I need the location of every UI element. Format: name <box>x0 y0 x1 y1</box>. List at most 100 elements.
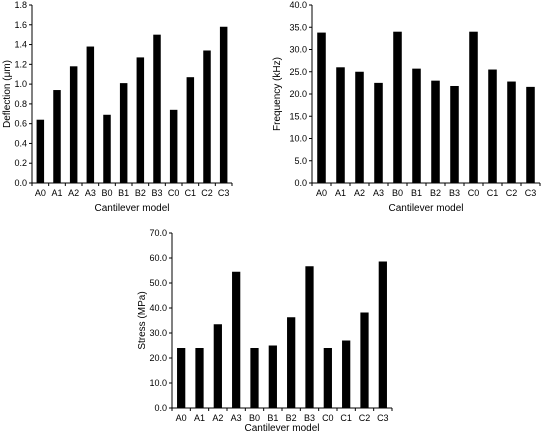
bar-a1 <box>53 90 61 183</box>
bar-c3 <box>526 86 535 183</box>
x-tick-label: C3 <box>377 413 389 423</box>
bar-c0 <box>469 31 478 184</box>
x-tick-label: B1 <box>118 188 129 198</box>
x-tick-label: B1 <box>267 413 278 423</box>
x-tick-label: A2 <box>354 188 365 198</box>
x-tick-label: B2 <box>135 188 146 198</box>
x-tick-label: A2 <box>68 188 79 198</box>
bar-c2 <box>360 312 369 408</box>
stress-chart: 0.0 10.0 20.0 30.0 40.0 50.0 60.0 70.0 A0 A1 A2 A3 B… <box>137 228 393 434</box>
y-tick-label: 40.0 <box>149 303 167 313</box>
bar-c2 <box>507 81 516 183</box>
x-tick-label: B0 <box>249 413 260 423</box>
bar-c1 <box>488 69 497 183</box>
bar-a0 <box>36 119 45 183</box>
bar-a2 <box>69 66 78 183</box>
x-tick-label: C3 <box>525 188 537 198</box>
bar-b3 <box>450 85 459 183</box>
y-tick-label: 0.0 <box>294 178 307 188</box>
x-tick-label: A2 <box>212 413 223 423</box>
x-tick-label: A0 <box>35 188 46 198</box>
bar-a3 <box>374 82 383 183</box>
y-tick-label: 10.0 <box>289 134 307 144</box>
bar-a0 <box>177 348 186 408</box>
y-tick-label: 0.0 <box>154 403 167 413</box>
x-tick-label: C2 <box>359 413 371 423</box>
bar-b1 <box>268 345 277 408</box>
bar-c1 <box>342 340 351 408</box>
bar-a1 <box>195 348 204 408</box>
bar-a2 <box>355 71 364 183</box>
y-tick-label: 0.2 <box>14 158 27 168</box>
bar-b3 <box>305 266 314 408</box>
y-tick-label: 1.2 <box>14 59 27 69</box>
y-tick-label: 1.4 <box>14 40 27 50</box>
bar-b1 <box>119 83 128 183</box>
y-axis-title: Stress (MPa) <box>137 291 148 349</box>
x-tick-label: A3 <box>373 188 384 198</box>
y-tick-label: 30.0 <box>149 328 167 338</box>
x-tick-label: C0 <box>468 188 480 198</box>
x-tick-label: A3 <box>231 413 242 423</box>
y-tick-label: 0.4 <box>14 138 27 148</box>
y-tick-label: 35.0 <box>289 22 307 32</box>
y-tick-label: 5.0 <box>294 156 307 166</box>
bar-a2 <box>213 324 222 408</box>
frequency-chart: 0.0 5.0 10.0 15.0 20.0 25.0 30.0 35.0 40.0 A0 A1 A2… <box>272 0 541 214</box>
y-axis-title: Frequency (kHz) <box>272 57 283 131</box>
x-tick-label: B1 <box>411 188 422 198</box>
bar-b2 <box>287 317 296 408</box>
bar-b0 <box>103 114 111 183</box>
x-tick-label: A1 <box>194 413 205 423</box>
x-tick-label: C1 <box>185 188 197 198</box>
x-axis-title: Cantilever model <box>94 203 169 214</box>
bar-b0 <box>393 31 402 184</box>
bar-c1 <box>186 77 195 183</box>
y-tick-label: 0.8 <box>14 99 27 109</box>
y-tick-label: 0.6 <box>14 119 27 129</box>
x-tick-label: A1 <box>335 188 346 198</box>
y-tick-label: 60.0 <box>149 253 167 263</box>
x-axis-title: Cantilever model <box>244 423 319 434</box>
bar-a0 <box>317 32 326 184</box>
bar-c0 <box>169 109 178 183</box>
y-tick-label: 1.8 <box>14 0 27 10</box>
x-tick-label: C1 <box>487 188 499 198</box>
x-tick-label: B3 <box>151 188 162 198</box>
bar-c3 <box>219 26 228 184</box>
x-tick-label: C2 <box>201 188 213 198</box>
bar-c0 <box>323 348 332 408</box>
x-tick-label: C0 <box>168 188 180 198</box>
x-tick-label: A1 <box>51 188 62 198</box>
x-tick-label: C0 <box>322 413 334 423</box>
y-tick-label: 30.0 <box>289 45 307 55</box>
x-tick-label: A0 <box>316 188 327 198</box>
y-tick-label: 25.0 <box>289 67 307 77</box>
bar-a1 <box>336 67 345 183</box>
bar-c2 <box>203 50 211 183</box>
deflection-chart: 0.0 0.2 0.4 0.6 0.8 1.0 1.2 1.4 1.6 1.8 A0 A1 A2 A3 B0… <box>2 0 233 214</box>
y-tick-label: 1.0 <box>14 79 27 89</box>
y-tick-label: 20.0 <box>289 89 307 99</box>
bar-b3 <box>153 34 161 183</box>
y-axis-title: Deflection (μm) <box>2 60 13 128</box>
x-tick-label: B0 <box>392 188 403 198</box>
bar-a3 <box>86 46 95 184</box>
x-tick-label: B3 <box>304 413 315 423</box>
x-tick-label: C3 <box>218 188 230 198</box>
bar-b2 <box>431 80 440 183</box>
x-tick-label: B2 <box>430 188 441 198</box>
bar-b1 <box>412 68 421 183</box>
y-tick-label: 1.6 <box>14 20 27 30</box>
bar-c3 <box>378 261 387 408</box>
x-tick-label: C2 <box>506 188 518 198</box>
bar-a3 <box>232 271 241 408</box>
y-tick-label: 70.0 <box>149 228 167 238</box>
bar-b0 <box>250 348 259 408</box>
y-tick-label: 40.0 <box>289 0 307 10</box>
bar-b2 <box>136 57 145 183</box>
x-axis-title: Cantilever model <box>388 203 463 214</box>
y-tick-label: 0.0 <box>14 178 27 188</box>
y-tick-label: 10.0 <box>149 378 167 388</box>
